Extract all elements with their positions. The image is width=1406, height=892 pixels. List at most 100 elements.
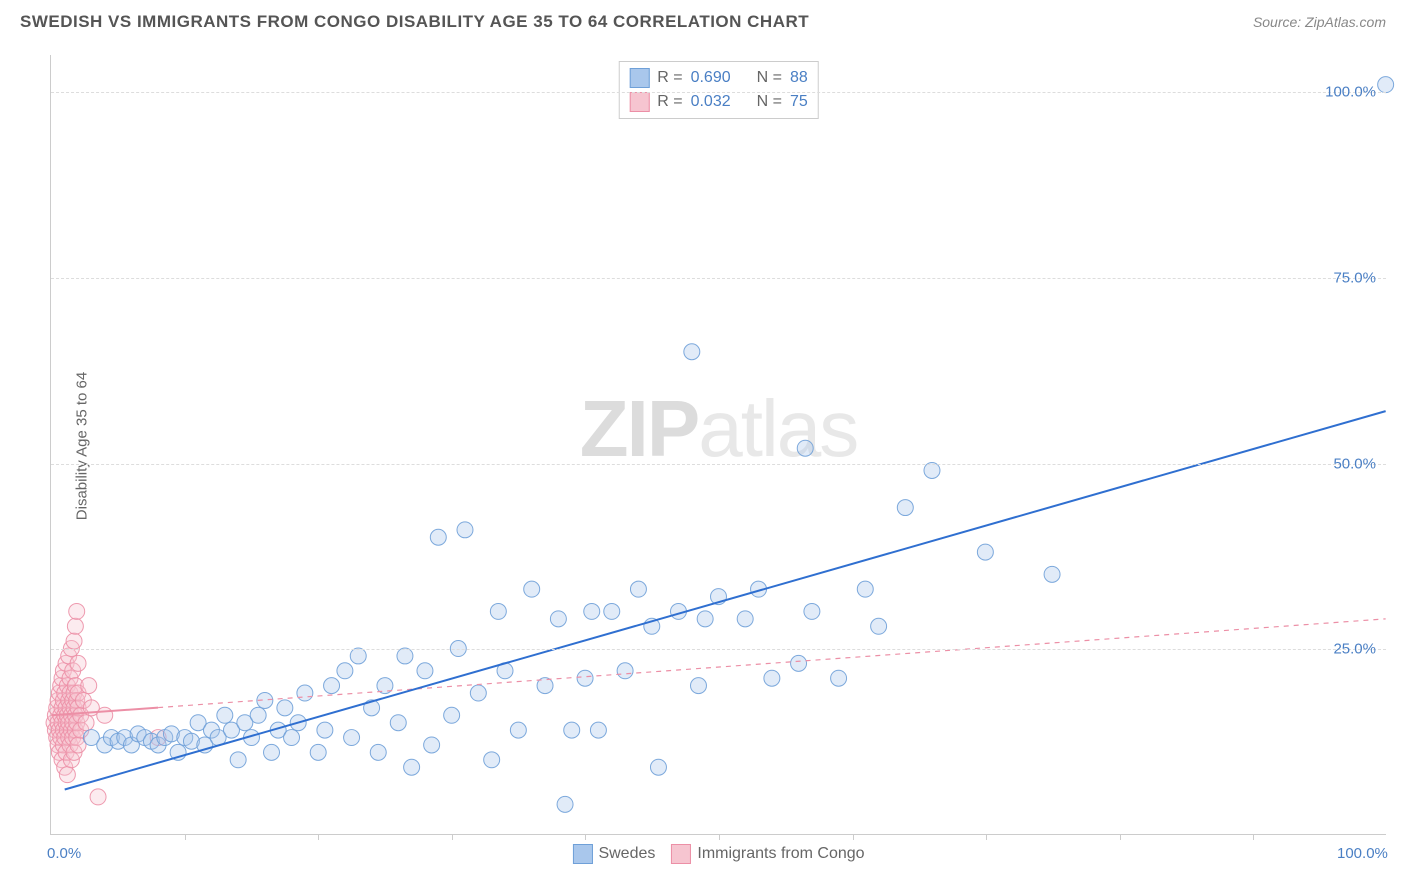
n-value: 75 [790,93,808,111]
r-label: R = [657,69,682,87]
data-point [390,715,406,731]
data-point [67,618,83,634]
data-point [897,500,913,516]
plot-svg [51,55,1386,834]
data-point [650,759,666,775]
r-value: 0.032 [691,93,731,111]
data-point [924,462,940,478]
data-point [797,440,813,456]
data-point [344,730,360,746]
data-point [217,707,233,723]
r-label: R = [657,93,682,111]
xtick-mark [1253,834,1254,840]
chart-title: SWEDISH VS IMMIGRANTS FROM CONGO DISABIL… [20,12,809,32]
data-point [804,603,820,619]
grid-line [51,464,1386,465]
trend-line [65,411,1386,789]
data-point [564,722,580,738]
xtick-label: 0.0% [47,845,81,862]
data-point [404,759,420,775]
n-label: N = [757,93,782,111]
data-point [871,618,887,634]
data-point [977,544,993,560]
xtick-mark [719,834,720,840]
data-point [1044,566,1060,582]
data-point [470,685,486,701]
legend-label: Immigrants from Congo [697,845,864,863]
data-point [264,744,280,760]
ytick-label: 100.0% [1325,84,1376,101]
data-point [857,581,873,597]
data-point [697,611,713,627]
r-value: 0.690 [691,69,731,87]
scatter-chart: ZIPatlas R =0.690N =88R =0.032N =75 Swed… [50,55,1386,835]
chart-header: SWEDISH VS IMMIGRANTS FROM CONGO DISABIL… [0,0,1406,40]
data-point [524,581,540,597]
data-point [350,648,366,664]
data-point [457,522,473,538]
source-name: ZipAtlas.com [1305,14,1386,30]
xtick-label: 100.0% [1337,845,1388,862]
grid-line [51,92,1386,93]
data-point [370,744,386,760]
legend-label: Swedes [598,845,655,863]
xtick-mark [452,834,453,840]
ytick-label: 25.0% [1333,641,1376,658]
data-point [617,663,633,679]
data-point [630,581,646,597]
data-point [284,730,300,746]
data-point [90,789,106,805]
source-prefix: Source: [1253,14,1305,30]
data-point [831,670,847,686]
data-point [59,767,75,783]
data-point [397,648,413,664]
ytick-label: 50.0% [1333,455,1376,472]
data-point [1378,77,1394,93]
source-attribution: Source: ZipAtlas.com [1253,14,1386,30]
data-point [590,722,606,738]
data-point [424,737,440,753]
xtick-mark [185,834,186,840]
legend-stats: R =0.690N =88R =0.032N =75 [618,61,819,119]
data-point [484,752,500,768]
legend-swatch [629,68,649,88]
xtick-mark [986,834,987,840]
legend-swatch [572,844,592,864]
xtick-mark [853,834,854,840]
data-point [490,603,506,619]
data-point [310,744,326,760]
data-point [577,670,593,686]
data-point [277,700,293,716]
data-point [430,529,446,545]
data-point [81,678,97,694]
legend-swatch [671,844,691,864]
grid-line [51,278,1386,279]
n-label: N = [757,69,782,87]
data-point [297,685,313,701]
data-point [604,603,620,619]
data-point [250,707,266,723]
data-point [737,611,753,627]
xtick-mark [1120,834,1121,840]
legend-swatch [629,92,649,112]
xtick-mark [318,834,319,840]
data-point [324,678,340,694]
data-point [337,663,353,679]
legend-stat-row: R = 0.032 N = 75 [629,90,808,114]
legend-item: Swedes [572,844,655,864]
ytick-label: 75.0% [1333,269,1376,286]
data-point [69,603,85,619]
data-point [690,678,706,694]
data-point [584,603,600,619]
xtick-mark [585,834,586,840]
data-point [230,752,246,768]
legend-series: Swedes Immigrants from Congo [572,844,864,864]
data-point [550,611,566,627]
data-point [791,655,807,671]
data-point [317,722,333,738]
legend-item: Immigrants from Congo [671,844,864,864]
data-point [510,722,526,738]
data-point [557,796,573,812]
data-point [417,663,433,679]
data-point [70,655,86,671]
